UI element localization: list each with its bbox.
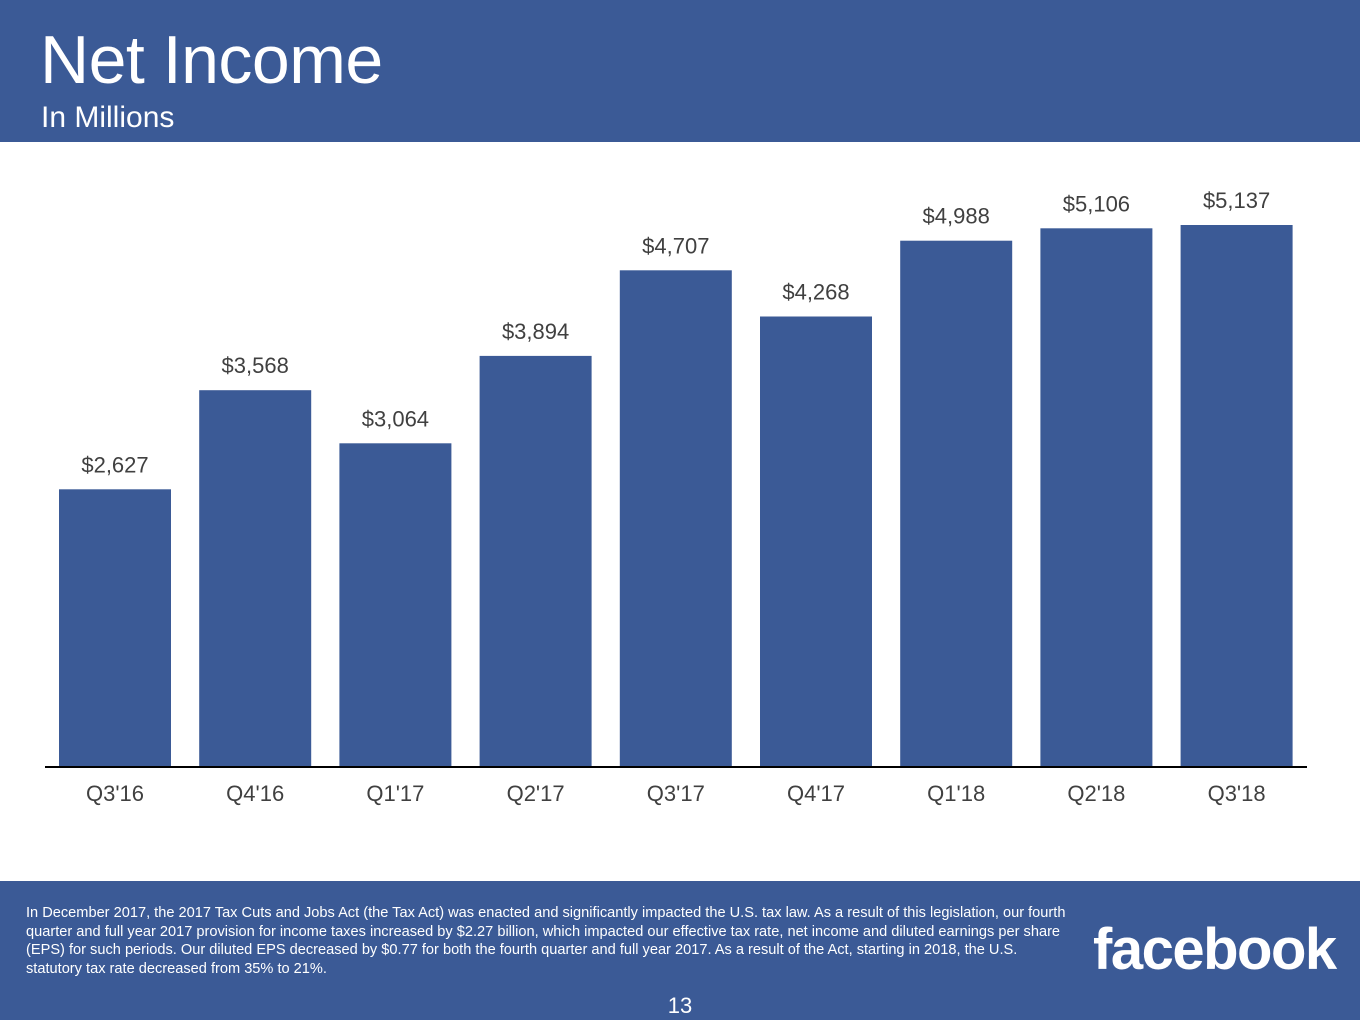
bar-Q2'17 xyxy=(479,355,592,766)
bar-Q3'18 xyxy=(1180,225,1293,766)
bar-Q3'16 xyxy=(59,489,171,766)
x-tick-label: Q2'18 xyxy=(1067,781,1125,806)
bar-Q4'16 xyxy=(199,390,312,766)
page-number: 13 xyxy=(667,993,693,1018)
bar-Q2'18 xyxy=(1040,228,1153,767)
bar-Q1'17 xyxy=(339,443,452,766)
facebook-logo: facebook xyxy=(1093,917,1337,982)
bar-Q4'17 xyxy=(760,316,872,766)
x-tick-label: Q3'18 xyxy=(1208,781,1266,806)
bar-chart: $2,627 Q3'16 $3,568 Q4'16 $3,064 Q1'17 $3,894 Q… xyxy=(0,142,1360,880)
data-label: $4,988 xyxy=(923,204,990,229)
data-label: $4,268 xyxy=(782,280,849,305)
data-label: $4,707 xyxy=(642,233,709,258)
x-tick-label: Q3'16 xyxy=(86,781,144,806)
data-label: $2,627 xyxy=(81,452,148,477)
data-label: $3,568 xyxy=(222,353,289,378)
bar-Q1'18 xyxy=(900,240,1013,766)
header-banner: Net Income In Millions xyxy=(0,0,1360,142)
data-label: $3,064 xyxy=(362,406,429,431)
bar-Q3'17 xyxy=(619,270,732,766)
data-label: $5,106 xyxy=(1063,191,1130,216)
data-label: $3,894 xyxy=(502,319,569,344)
x-tick-label: Q3'17 xyxy=(647,781,705,806)
page-title: Net Income xyxy=(40,22,383,98)
footnote-text: In December 2017, the 2017 Tax Cuts and … xyxy=(26,905,1066,977)
x-tick-label: Q4'16 xyxy=(226,781,284,806)
footer-banner: In December 2017, the 2017 Tax Cuts and … xyxy=(0,881,1360,1020)
x-tick-label: Q1'18 xyxy=(927,781,985,806)
bar-chart-svg: $2,627 Q3'16 $3,568 Q4'16 $3,064 Q1'17 $3,894 Q… xyxy=(45,188,1307,806)
x-tick-label: Q4'17 xyxy=(787,781,845,806)
x-tick-label: Q1'17 xyxy=(366,781,424,806)
x-tick-label: Q2'17 xyxy=(507,781,565,806)
data-label: $5,137 xyxy=(1203,188,1270,213)
page-subtitle: In Millions xyxy=(41,101,175,134)
